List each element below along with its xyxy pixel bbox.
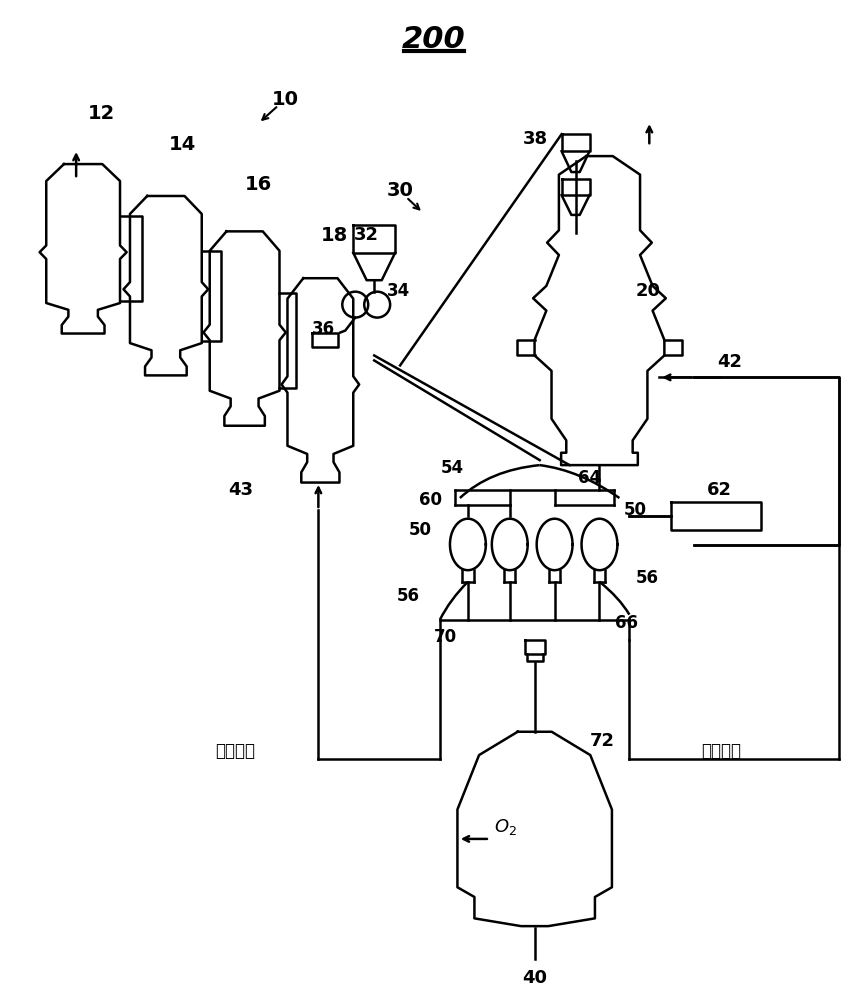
Text: 43: 43 [228, 481, 253, 499]
Text: 50: 50 [624, 501, 647, 519]
Text: 14: 14 [169, 135, 196, 154]
Text: 72: 72 [589, 732, 615, 750]
Text: 42: 42 [717, 353, 742, 371]
Text: 66: 66 [615, 614, 638, 632]
Text: 10: 10 [272, 90, 299, 109]
Text: 还原气体: 还原气体 [215, 742, 256, 760]
Text: 还原气体: 还原气体 [701, 742, 741, 760]
Text: 30: 30 [386, 181, 413, 200]
Text: 16: 16 [245, 175, 273, 194]
Text: 70: 70 [433, 628, 457, 646]
Text: $O_2$: $O_2$ [494, 817, 516, 837]
Text: 36: 36 [312, 320, 334, 338]
Text: 40: 40 [523, 969, 547, 987]
Text: 60: 60 [418, 491, 442, 509]
Text: 50: 50 [409, 521, 431, 539]
Text: 64: 64 [578, 469, 601, 487]
Text: 38: 38 [523, 130, 548, 148]
Text: 62: 62 [707, 481, 732, 499]
Text: 200: 200 [402, 25, 466, 54]
Text: 34: 34 [387, 282, 411, 300]
Text: 20: 20 [635, 282, 661, 300]
Text: 56: 56 [397, 587, 419, 605]
Text: 12: 12 [88, 104, 115, 123]
Text: 32: 32 [354, 226, 378, 244]
Text: 18: 18 [320, 226, 348, 245]
Text: 54: 54 [440, 459, 464, 477]
Text: 56: 56 [636, 569, 659, 587]
